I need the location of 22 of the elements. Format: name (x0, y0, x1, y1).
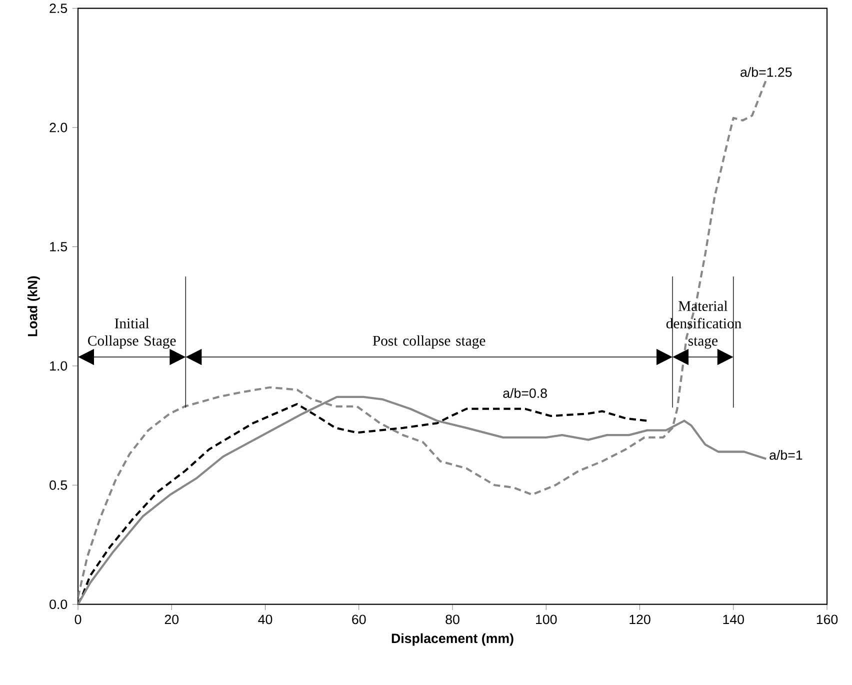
series-label: a/b=0.8 (503, 388, 547, 398)
y-axis-title: Load (kN) (27, 276, 40, 336)
series-label: a/b=1.25 (740, 66, 792, 77)
y-tick-label: 2.0 (50, 122, 68, 132)
x-axis-title: Displacement (mm) (392, 633, 514, 646)
y-tick-label: 0.5 (50, 480, 68, 490)
y-tick-label: 2.5 (50, 3, 68, 13)
x-tick-label: 80 (446, 614, 460, 624)
annotation: Initial Collapse Stage (88, 318, 176, 349)
x-tick-label: 120 (630, 614, 650, 624)
series-label: a/b=1 (770, 450, 802, 460)
x-tick-label: 60 (352, 614, 366, 624)
y-tick-label: 1.0 (50, 361, 68, 370)
x-tick-label: 20 (164, 614, 179, 624)
y-tick-label: 0.0 (50, 599, 68, 609)
annotation: Post collapse stage (372, 335, 486, 349)
x-tick-label: 100 (536, 614, 557, 624)
y-tick-label: 1.5 (50, 242, 68, 252)
x-tick-label: 140 (723, 614, 744, 624)
x-tick-label: 40 (258, 614, 272, 624)
x-tick-label: 160 (816, 614, 838, 624)
x-tick-label: 0 (74, 614, 82, 624)
